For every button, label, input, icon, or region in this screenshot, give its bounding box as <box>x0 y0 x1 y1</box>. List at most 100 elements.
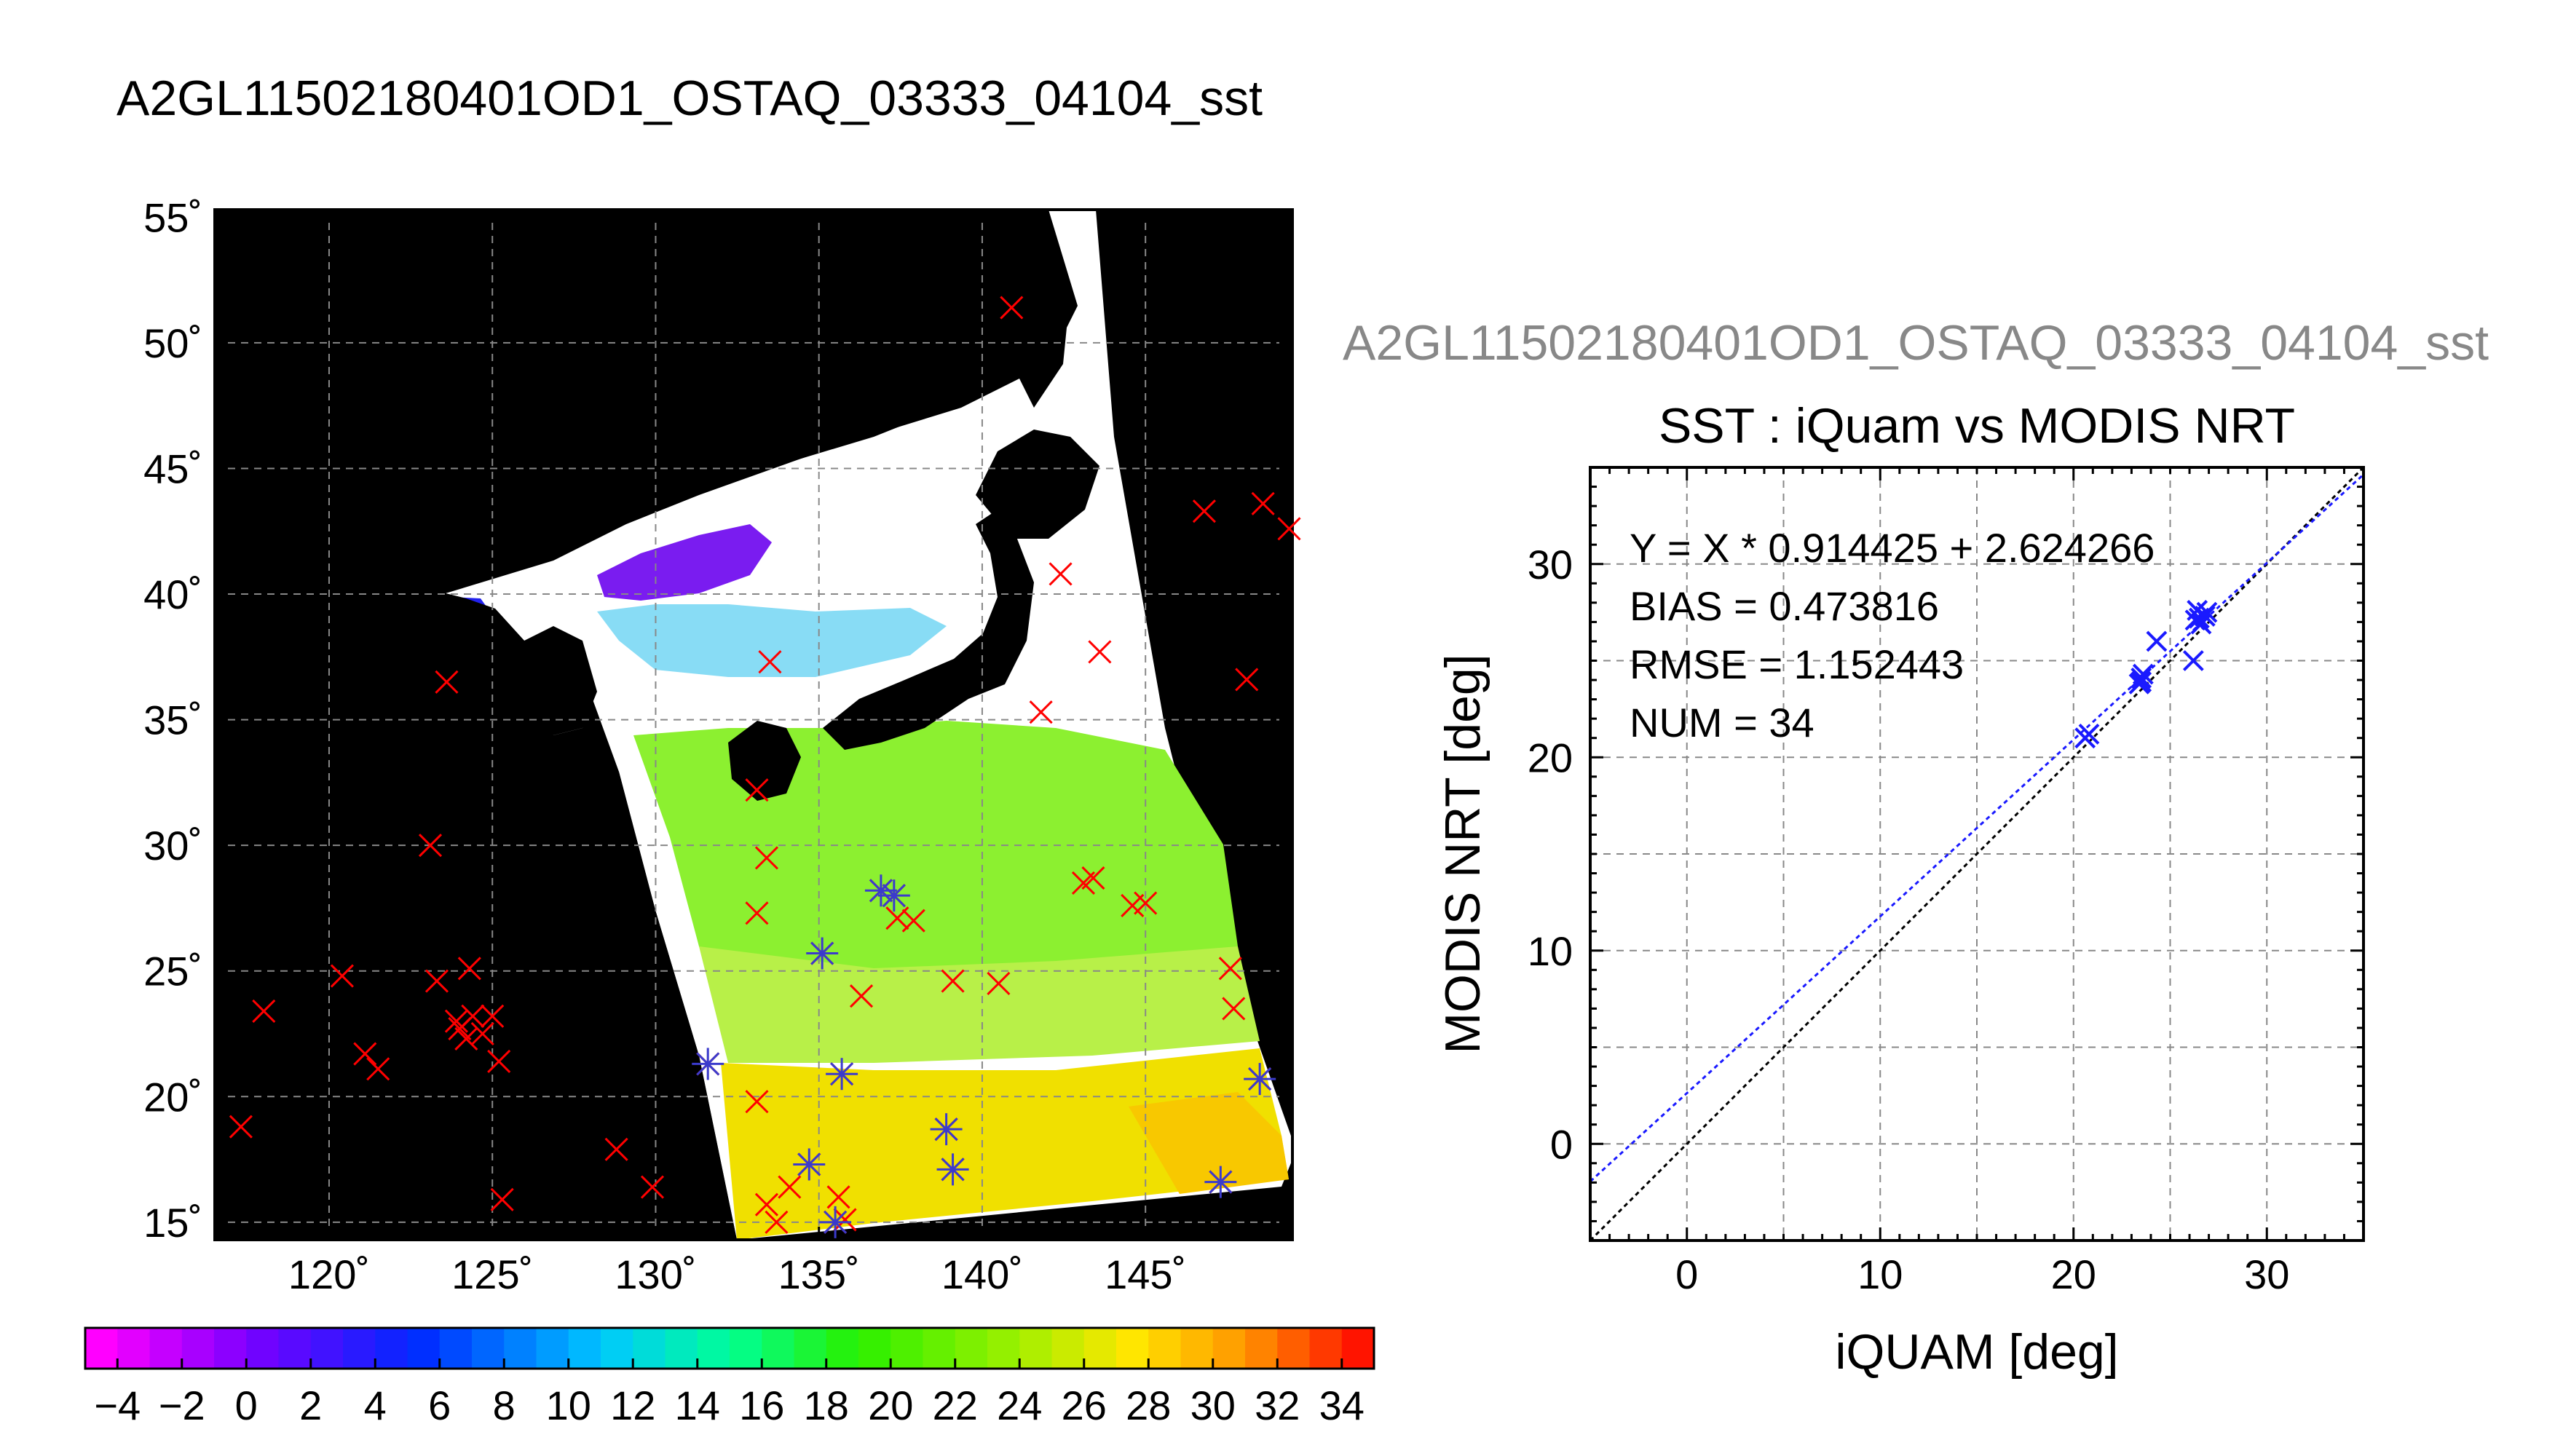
map-marker-x <box>1277 517 1301 541</box>
colorbar-cell <box>1019 1328 1053 1369</box>
colorbar-cell <box>762 1328 795 1369</box>
map-marker-star <box>819 1206 852 1238</box>
map-marker-star-stroke <box>882 884 906 908</box>
scatter-y-tick-label: 0 <box>1550 1121 1573 1167</box>
map-lat-tick-label: 30˚ <box>143 823 202 869</box>
map-marker-x-stroke <box>1251 491 1275 515</box>
map-lat-tick-label: 35˚ <box>143 697 202 743</box>
colorbar-tick-label: 20 <box>868 1382 913 1428</box>
colorbar-cell <box>1245 1328 1278 1369</box>
sst-lightgreen-region <box>699 946 1260 1063</box>
map-marker-x-stroke <box>987 971 1011 996</box>
scatter-x-tick-label: 30 <box>2244 1251 2289 1297</box>
colorbar-cell <box>891 1328 924 1369</box>
land-japan-hokkaido <box>976 430 1099 539</box>
colorbar-cells <box>85 1328 1375 1369</box>
map-marker-x <box>481 1004 505 1028</box>
colorbar-cell <box>1341 1328 1375 1369</box>
map-marker-x <box>833 1208 857 1232</box>
colorbar-cell <box>955 1328 988 1369</box>
colorbar-tick-label: 24 <box>997 1382 1042 1428</box>
colorbar-cell <box>504 1328 537 1369</box>
colorbar-cell <box>858 1328 891 1369</box>
colorbar-cell <box>85 1328 118 1369</box>
colorbar-cell <box>343 1328 376 1369</box>
map-lon-tick-label: 130˚ <box>615 1251 696 1297</box>
colorbar-tick-label: 34 <box>1319 1382 1365 1428</box>
map-marker-x <box>1251 491 1275 515</box>
scatter-title: SST : iQuam vs MODIS NRT <box>1659 398 2295 454</box>
colorbar-cell <box>987 1328 1020 1369</box>
map-marker-x <box>745 1090 769 1114</box>
map-marker-x <box>461 1004 485 1028</box>
map-marker-x <box>1134 891 1158 915</box>
map-marker-x <box>1218 957 1242 981</box>
sst-cyan-region <box>597 604 947 677</box>
map-marker-x <box>457 957 481 981</box>
map-marker-x <box>444 1009 468 1033</box>
map-marker-x <box>435 670 459 694</box>
map-marker-x-stroke <box>745 1090 769 1114</box>
map-marker-x-stroke <box>1000 296 1024 320</box>
colorbar-cell <box>472 1328 505 1369</box>
colorbar-frame <box>84 1326 1375 1370</box>
map-marker-x <box>1081 866 1105 890</box>
map-lat-tick-label: 40˚ <box>143 571 202 617</box>
map-marker-x-stroke <box>418 834 443 858</box>
colorbar-cell <box>278 1328 312 1369</box>
land-asia-mainland <box>215 210 1005 1240</box>
scatter-point <box>2078 723 2100 745</box>
map-lon-tick-label: 145˚ <box>1105 1251 1186 1297</box>
colorbar-tick-label: 12 <box>610 1382 655 1428</box>
scatter-y-tick-label: 10 <box>1528 928 1573 974</box>
colorbar-cell <box>1116 1328 1149 1369</box>
map-marker-x-stroke <box>1222 997 1246 1021</box>
colorbar-tick-label: 2 <box>299 1382 322 1428</box>
map-marker-x <box>745 901 769 925</box>
colorbar-cell <box>407 1328 441 1369</box>
map-marker-x-stroke <box>1081 866 1105 890</box>
one-to-one-line <box>1590 467 2364 1241</box>
colorbar-cell <box>439 1328 473 1369</box>
map-marker-x <box>1235 668 1259 692</box>
map-marker-star-stroke <box>941 1158 965 1182</box>
colorbar-cell <box>1180 1328 1214 1369</box>
colorbar: −4 −2 0 2 4 6 8 10 12 14 16 18 20 22 24 26 28 30 32 34 <box>84 1326 1375 1428</box>
colorbar-tick-label: −4 <box>94 1382 141 1428</box>
map-marker-x <box>418 834 443 858</box>
map-marker-x-stroke <box>454 1026 478 1051</box>
scatter-axis-ticks: 0 10 20 30 0 10 20 30 <box>1528 466 2365 1297</box>
scatter-point <box>2131 671 2152 693</box>
map-marker-x-stroke <box>487 1049 511 1074</box>
stats-box: Y = X * 0.914425 + 2.624266 BIAS = 0.473… <box>1630 525 2155 745</box>
colorbar-cell <box>1277 1328 1311 1369</box>
map-marker-star-stroke <box>830 1062 854 1086</box>
map-marker-star <box>1244 1063 1276 1096</box>
map-marker-x-stroke <box>754 1192 779 1216</box>
map-axis-ticks: 120˚ 125˚ 130˚ 135˚ 140˚ 145˚ 15˚ 20˚ 25˚ 30˚ 35˚ 4… <box>143 194 1292 1297</box>
map-marker-x <box>754 1192 779 1216</box>
colorbar-tick-label: 8 <box>493 1382 516 1428</box>
scatter-point-stroke <box>2131 671 2152 693</box>
map-marker-x-stroke <box>745 901 769 925</box>
map-marker-x <box>229 1115 253 1139</box>
map-marker-x-stroke <box>1192 499 1216 523</box>
map-marker-x <box>941 969 965 993</box>
colorbar-cell <box>1148 1328 1182 1369</box>
scatter-y-tick-label: 20 <box>1528 735 1573 780</box>
map-marker-star <box>806 937 839 970</box>
map-marker-star-stroke <box>1248 1067 1272 1091</box>
map-lat-tick-label: 25˚ <box>143 949 202 994</box>
map-marker-x <box>745 778 769 802</box>
stats-line-num: NUM = 34 <box>1630 700 1814 745</box>
map-marker-x-stroke <box>1235 668 1259 692</box>
map-marker-x <box>353 1042 377 1066</box>
map-marker-x <box>252 999 276 1023</box>
scatter-points <box>2074 600 2218 749</box>
map-marker-x <box>1222 997 1246 1021</box>
colorbar-cell <box>1212 1328 1246 1369</box>
map-marker-x <box>424 969 449 993</box>
map-marker-x <box>826 1185 850 1209</box>
colorbar-tick-label: 32 <box>1255 1382 1300 1428</box>
